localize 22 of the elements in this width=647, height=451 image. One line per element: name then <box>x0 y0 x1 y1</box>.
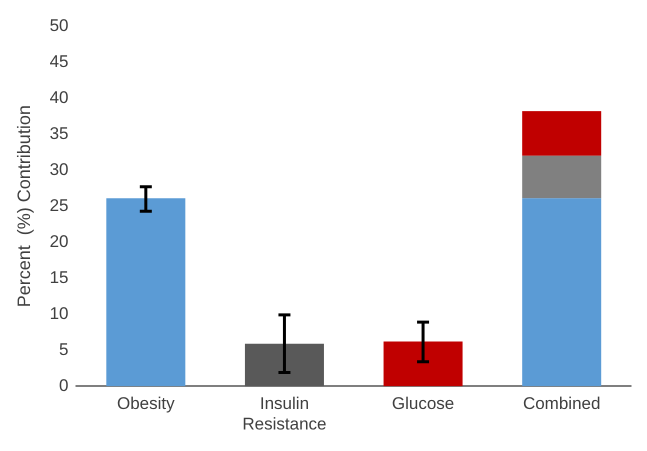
y-tick-label: 0 <box>59 376 69 395</box>
bar <box>244 344 324 386</box>
y-tick-label: 30 <box>50 160 69 179</box>
y-tick-label: 15 <box>50 268 69 287</box>
x-tick-label: Combined <box>522 394 600 414</box>
y-tick-label: 25 <box>50 196 69 215</box>
y-tick-label: 40 <box>50 88 69 107</box>
x-tick-label: Insulin Resistance <box>242 394 326 434</box>
y-tick-label: 50 <box>50 16 69 35</box>
y-axis-title: Percent (%) Contribution <box>14 105 34 308</box>
x-tick-label: Obesity <box>117 394 176 414</box>
y-tick-label: 10 <box>50 304 69 323</box>
y-tick-label: 5 <box>59 340 69 359</box>
bar <box>522 111 602 156</box>
bar <box>384 342 463 386</box>
x-tick-label: Glucose <box>392 394 454 414</box>
y-tick-label: 45 <box>50 52 69 71</box>
y-tick-label: 35 <box>50 124 69 143</box>
bar <box>522 156 602 198</box>
y-tick-label: 20 <box>50 232 69 251</box>
bar <box>106 198 186 386</box>
bar <box>522 198 602 386</box>
